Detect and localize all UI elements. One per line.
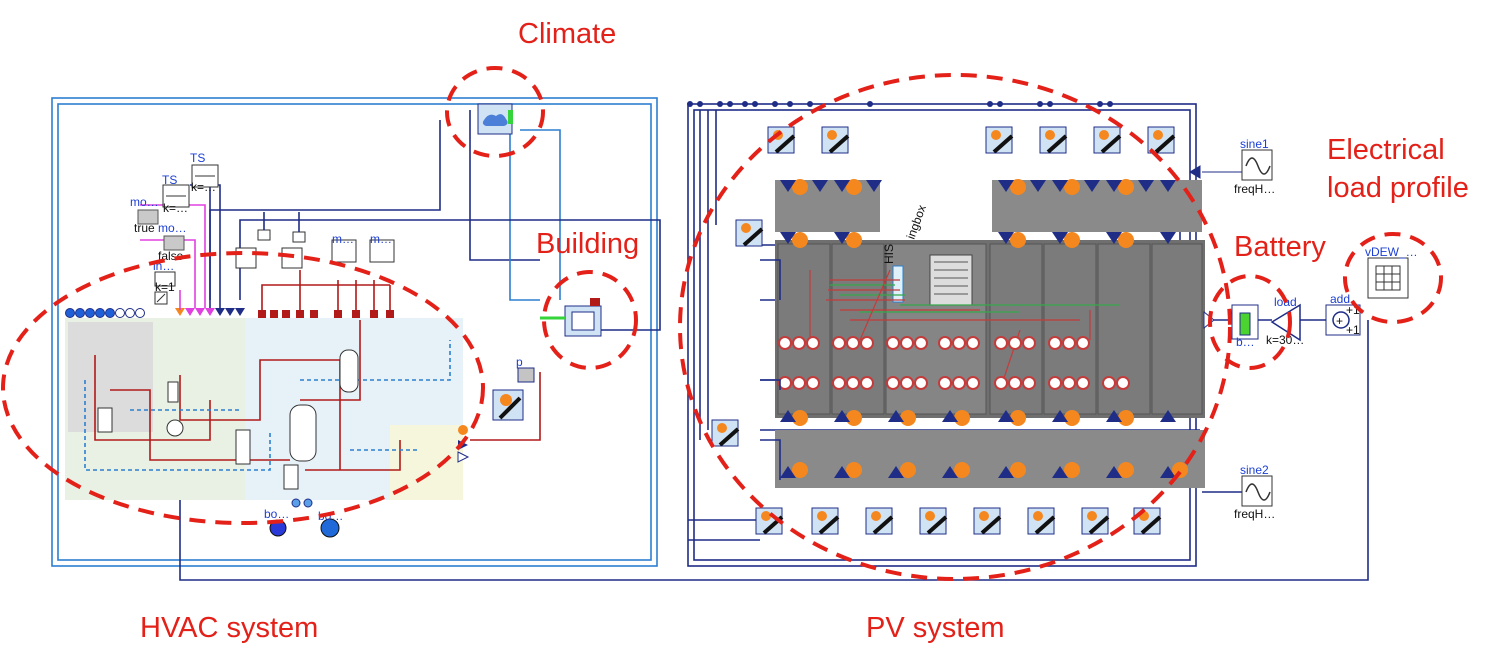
outer-wiring	[51, 97, 1369, 581]
load-profile-outline	[1343, 232, 1443, 324]
ts2-k: k=…	[163, 201, 188, 215]
hvac-port-circles	[65, 308, 145, 318]
sine2-source: sine2 freqH…	[1202, 463, 1275, 521]
ts2-name: TS	[162, 173, 177, 187]
ingbox-label: ingbox	[904, 203, 929, 241]
pv-label: PV system	[866, 612, 1005, 644]
sine1-param: freqH…	[1234, 182, 1275, 196]
load-label-line1: Electrical	[1327, 134, 1445, 166]
battery-component: b…	[1203, 304, 1259, 349]
hvac-outline	[1, 251, 485, 525]
add-plus2: +1	[1346, 323, 1360, 337]
vdew-table-component: vDEW_…	[1365, 245, 1418, 299]
adder-icon	[1332, 311, 1350, 329]
pv-outline	[678, 73, 1232, 581]
hvac-input-arrows	[175, 308, 245, 316]
climate-outline	[445, 66, 545, 158]
building-label: Building	[536, 228, 639, 260]
p-name: p	[516, 355, 523, 369]
hvac-pv-module: p	[457, 355, 541, 463]
hvac-controllers: m… m…	[235, 212, 395, 269]
pv-bottom-sensors	[792, 410, 1188, 478]
pv-plus-terminals-row2	[778, 376, 1130, 390]
add-name: add	[1330, 292, 1350, 306]
hvac-heat-ports	[258, 310, 394, 318]
pv-top-sensors	[792, 179, 1134, 248]
in-k: k=1	[155, 280, 175, 294]
climate-component	[477, 103, 513, 135]
load-label-line2: load profile	[1327, 172, 1469, 204]
region-labels: Climate Building HVAC system PV system B…	[140, 18, 1469, 644]
pv-plus-terminals-row1	[778, 336, 1090, 350]
pv-bottom-modules	[711, 259, 1205, 535]
pv-top-bus-dots	[687, 101, 1113, 107]
boundary-icon	[320, 518, 340, 538]
battery-name: b…	[1236, 335, 1255, 349]
ts1-name: TS	[190, 151, 205, 165]
battery-icon	[1239, 312, 1251, 336]
sine2-param: freqH…	[1234, 507, 1275, 521]
building-outline	[542, 270, 638, 370]
mo2-name: mo…	[158, 221, 187, 235]
table-icon	[1375, 265, 1401, 291]
pv-bottom-arrows	[780, 410, 1176, 478]
svg-text:+: +	[1336, 314, 1343, 328]
vdew-name: vDEW_…	[1365, 245, 1418, 259]
bo2-name: bo…	[318, 509, 343, 523]
climate-label: Climate	[518, 18, 616, 50]
weather-icon	[482, 114, 508, 126]
sine1-source: sine1 freqH…	[1189, 137, 1275, 196]
ts1-k: k=…	[191, 180, 216, 194]
battery-outline	[1208, 274, 1292, 370]
hvac-label: HVAC system	[140, 612, 318, 644]
sine2-name: sine2	[1240, 463, 1269, 477]
adder-component: + add +1 +1	[1325, 292, 1361, 337]
load-k: k=30…	[1266, 333, 1304, 347]
gain-icon	[1270, 303, 1301, 342]
hvac-group	[65, 175, 465, 500]
his-label: HIS	[882, 244, 896, 264]
hvac-pumps: bo… bo…	[264, 498, 343, 538]
region-outlines	[1, 66, 1443, 581]
mo1-value: true	[134, 221, 155, 235]
pv-top-arrows	[780, 180, 1176, 244]
battery-label: Battery	[1234, 231, 1326, 263]
m1-name: m…	[332, 232, 354, 246]
pv-bottom-module-icons	[711, 419, 1162, 535]
building-component	[540, 298, 602, 337]
load-gain-component: load k=30…	[1258, 295, 1326, 347]
mo1-name: mo…	[130, 195, 159, 209]
bo1-name: bo…	[264, 507, 289, 521]
building-icon	[571, 311, 595, 331]
pv-panel-array: HIS ingbox	[775, 200, 1205, 418]
sine-source-icon	[1245, 157, 1271, 175]
sine1-name: sine1	[1240, 137, 1269, 151]
pv-top-modules	[687, 101, 1202, 248]
m2-name: m…	[370, 232, 392, 246]
pv-top-module-icons	[735, 126, 1176, 247]
